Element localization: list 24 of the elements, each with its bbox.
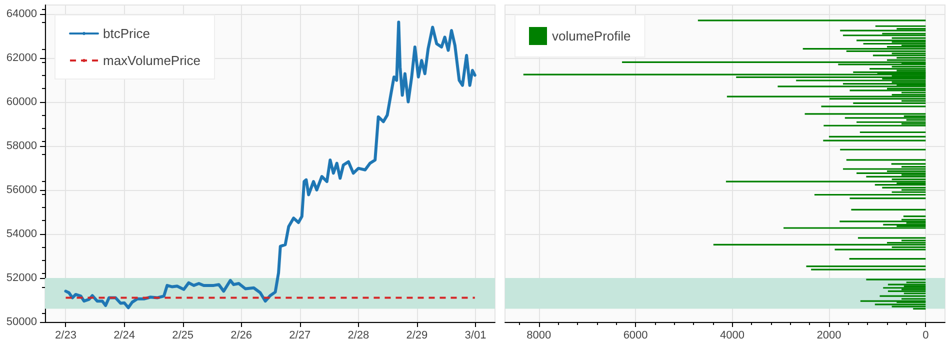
legend-label: btcPrice [103, 26, 150, 41]
y-tick-label: 52000 [6, 272, 37, 284]
x-tick-label: 3/01 [464, 330, 486, 342]
y-tick-label: 56000 [6, 184, 37, 196]
x-tick-label: 2/27 [289, 330, 311, 342]
y-tick-label: 62000 [6, 52, 37, 64]
x-tick-label: 2/24 [114, 330, 135, 342]
x-tick-label: 6000 [623, 330, 648, 342]
x-tick-label: 2/23 [55, 330, 76, 342]
x-tick-label: 2/29 [406, 330, 428, 342]
y-tick-label: 50000 [6, 316, 37, 328]
x-tick-label: 0 [922, 330, 929, 342]
y-tick-label: 64000 [6, 8, 37, 20]
x-tick-label: 4000 [720, 330, 744, 342]
x-tick-label: 2/28 [348, 330, 370, 342]
x-tick-label: 2/25 [172, 330, 194, 342]
y-tick-label: 54000 [6, 228, 37, 240]
legend-label: volumeProfile [552, 28, 631, 44]
x-tick-label: 2000 [816, 330, 842, 342]
y-tick-label: 58000 [6, 140, 37, 152]
y-tick-label: 60000 [6, 96, 37, 108]
x-tick-label: 8000 [526, 330, 552, 342]
legend-label: maxVolumePrice [103, 53, 201, 68]
x-tick-label: 2/26 [230, 330, 252, 342]
